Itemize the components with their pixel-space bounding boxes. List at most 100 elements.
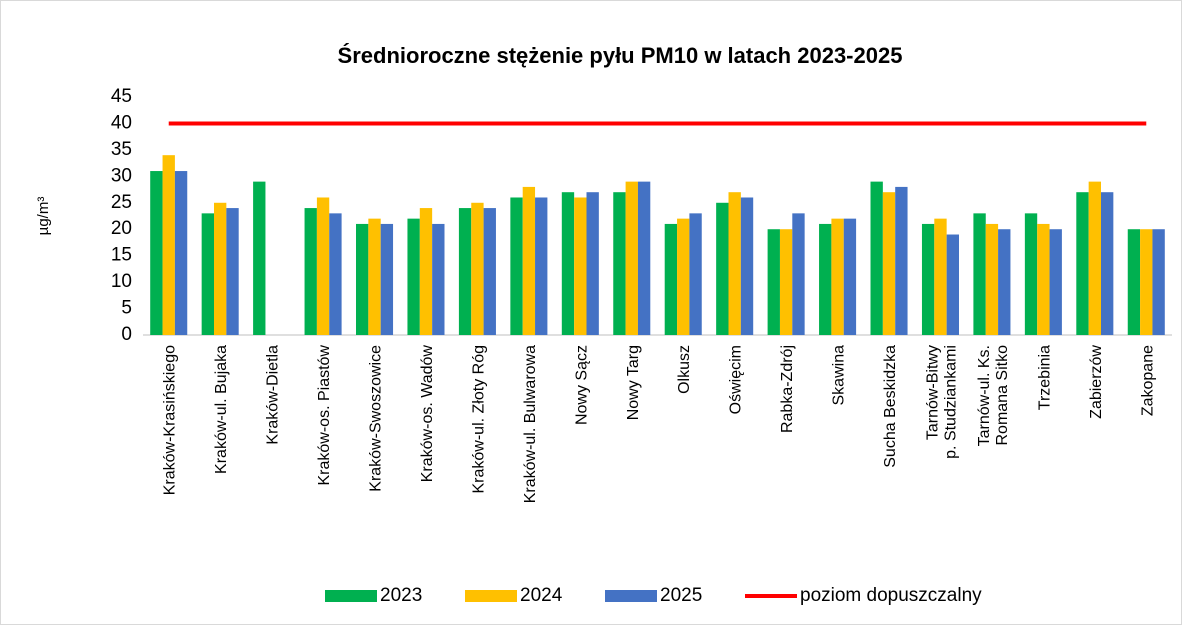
bar — [1049, 229, 1062, 335]
x-tick-label-line: Trzebinia — [1037, 345, 1054, 410]
bar — [1100, 192, 1114, 335]
bar — [201, 213, 215, 335]
bar — [214, 202, 227, 335]
bar — [1140, 229, 1153, 335]
bar — [1088, 181, 1101, 335]
x-tick-label-line: Zakopane — [1139, 345, 1156, 416]
bar — [419, 208, 433, 335]
bar — [934, 218, 947, 335]
x-tick-label: Zakopane — [1139, 345, 1156, 416]
x-tick-label-line: Oświęcim — [728, 345, 745, 414]
bar — [613, 192, 626, 335]
bar — [483, 208, 496, 335]
x-tick-label-line: Kraków-Swoszowice — [368, 345, 385, 492]
y-tick-label: 0 — [121, 324, 132, 345]
y-tick-label: 15 — [111, 245, 132, 266]
bar — [510, 197, 523, 335]
legend-label: 2024 — [520, 585, 563, 606]
legend-label: poziom dopuszczalny — [800, 585, 982, 606]
bar — [895, 186, 908, 335]
legend-label: 2025 — [660, 585, 702, 606]
x-tick-label-line: Tarnów-Bitwy — [925, 345, 942, 440]
x-tick-label-line: Skawina — [831, 345, 848, 406]
x-tick-label-line: Nowy Targ — [625, 345, 642, 420]
bar — [522, 186, 536, 335]
bar — [535, 197, 548, 335]
bar — [716, 202, 729, 335]
x-tick-label-line: Kraków-ul. Złoty Róg — [471, 345, 488, 494]
y-axis-label: µg/m³ — [35, 197, 52, 236]
bar — [162, 155, 175, 335]
y-tick-label: 5 — [121, 298, 132, 319]
x-tick-label-line: Kraków-Dietla — [265, 345, 282, 445]
x-tick-label-line: Rabka-Zdrój — [779, 345, 796, 433]
y-tick-label: 40 — [111, 112, 132, 133]
x-tick-label: Oświęcim — [728, 345, 745, 414]
bar — [921, 223, 935, 335]
y-tick-label: 20 — [111, 218, 132, 239]
x-tick-label: Kraków-os. Wadów — [419, 345, 436, 483]
bar — [458, 208, 472, 335]
x-tick-label: Kraków-Krasińskiego — [162, 345, 179, 495]
x-tick-label-line: Sucha Beskidzka — [882, 345, 899, 468]
x-tick-label: Skawina — [831, 345, 848, 406]
x-tick-label: Kraków-Dietla — [265, 345, 282, 445]
x-tick-label: Kraków-ul. Złoty Róg — [471, 345, 488, 494]
x-tick-label-line: Tarnów-ul. Ks. — [976, 345, 993, 446]
x-tick-label: Tarnów-ul. Ks.Romana Sitko — [976, 345, 1011, 446]
bar — [728, 192, 741, 335]
bar — [998, 229, 1011, 335]
bar — [1127, 229, 1141, 335]
x-tick-label-line: Romana Sitko — [994, 345, 1011, 446]
bar — [843, 218, 857, 335]
y-tick-label: 35 — [111, 139, 132, 160]
x-tick-label: Sucha Beskidzka — [882, 345, 899, 468]
bar — [1037, 223, 1050, 335]
legend-swatch — [325, 590, 377, 602]
bar — [586, 192, 599, 335]
x-tick-label: Kraków-ul. Bujaka — [213, 345, 230, 474]
x-tick-label: Zabierzów — [1088, 345, 1105, 419]
x-tick-label: Tarnów-Bitwyp. Studziankami — [925, 345, 960, 459]
legend-swatch — [605, 590, 657, 602]
bar — [767, 229, 780, 335]
bar — [471, 202, 484, 335]
bar — [574, 197, 587, 335]
bar — [329, 213, 342, 335]
bar — [1024, 213, 1038, 335]
bar — [1152, 229, 1165, 335]
bar — [973, 213, 986, 335]
bar — [316, 197, 330, 335]
x-tick-label: Kraków-os. Piastów — [316, 345, 333, 486]
bar — [985, 223, 999, 335]
bar — [831, 218, 844, 335]
bar — [664, 223, 678, 335]
bar — [792, 213, 805, 335]
bar — [380, 223, 394, 335]
bar — [882, 192, 896, 335]
bar — [368, 218, 381, 335]
x-tick-label-line: Kraków-os. Wadów — [419, 345, 436, 483]
x-tick-label-line: Kraków-Krasińskiego — [162, 345, 179, 495]
x-tick-label-line: Zabierzów — [1088, 345, 1105, 419]
y-tick-label: 45 — [111, 86, 132, 107]
bar — [253, 181, 266, 335]
bar — [740, 197, 754, 335]
bar — [689, 213, 702, 335]
x-tick-label: Olkusz — [676, 345, 693, 394]
legend-label: 2023 — [380, 585, 422, 606]
bar — [637, 181, 651, 335]
x-tick-label: Kraków-Swoszowice — [368, 345, 385, 492]
x-tick-label-line: Kraków-os. Piastów — [316, 345, 333, 486]
legend-swatch — [465, 590, 517, 602]
bar — [150, 171, 163, 335]
x-tick-label-line: Kraków-ul. Bujaka — [213, 345, 230, 474]
bar — [677, 218, 690, 335]
bar — [561, 192, 575, 335]
x-tick-label-line: p. Studziankami — [943, 345, 960, 459]
bar — [946, 234, 959, 335]
bar — [1076, 192, 1089, 335]
bar — [407, 218, 420, 335]
bar — [432, 223, 445, 335]
